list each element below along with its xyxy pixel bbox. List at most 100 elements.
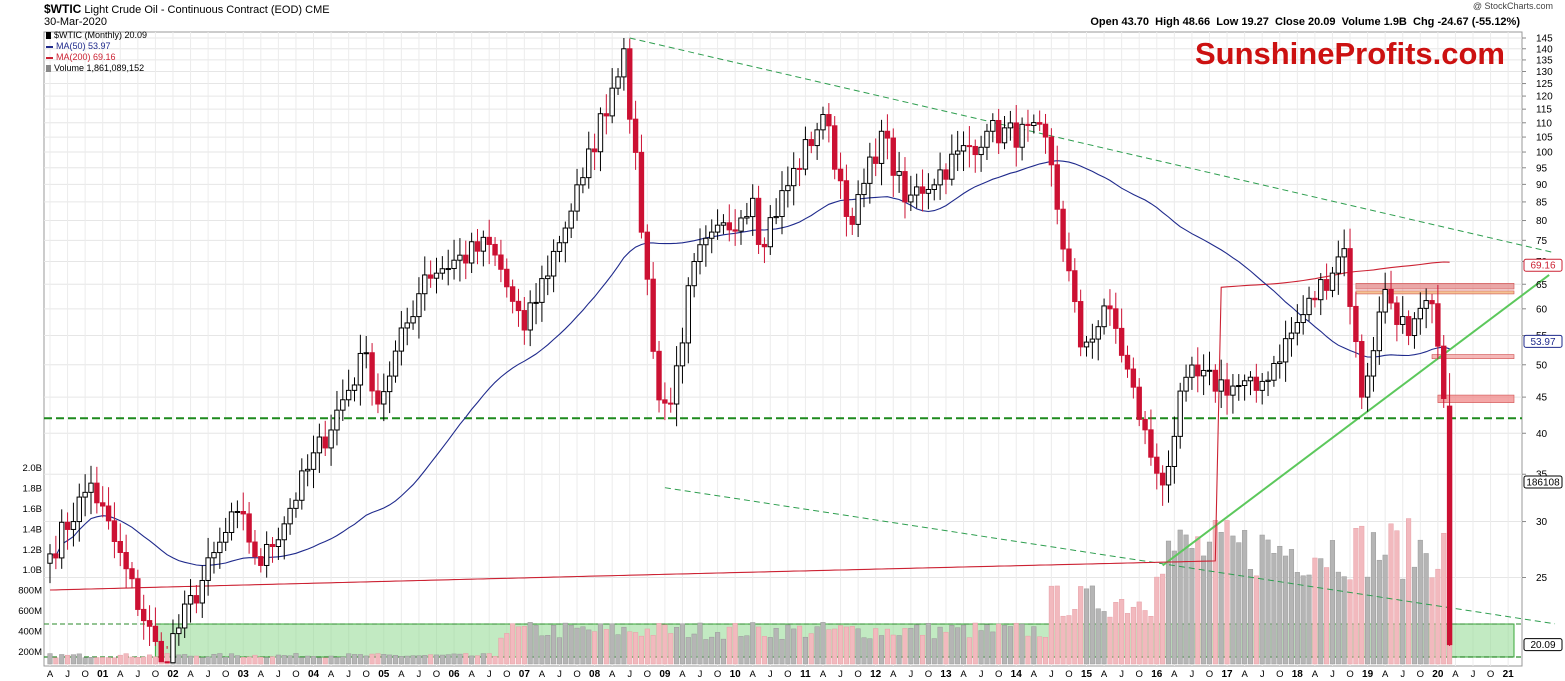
x-month-label: J	[908, 669, 913, 680]
volume-bar	[1265, 539, 1271, 665]
x-month-label: J	[979, 669, 984, 680]
candle-up	[545, 275, 551, 280]
x-year-label: 18	[1292, 669, 1304, 680]
volume-bar	[855, 628, 861, 665]
x-month-label: A	[1031, 669, 1038, 680]
y-tick-label: 105	[1536, 133, 1553, 144]
volume-bar	[726, 626, 732, 665]
candle-up	[457, 254, 463, 261]
candle-down	[100, 502, 106, 507]
x-month-label: J	[698, 669, 703, 680]
candle-down	[1077, 301, 1084, 348]
x-month-label: A	[1452, 669, 1459, 680]
volume-bar	[644, 628, 650, 665]
candle-down	[796, 167, 803, 170]
candle-up	[1288, 332, 1295, 340]
candle-down	[1036, 122, 1043, 125]
candle-down	[498, 254, 504, 270]
volume-bar	[978, 630, 984, 665]
volume-bar	[258, 656, 264, 665]
x-month-label: A	[187, 669, 194, 680]
candle-down	[1195, 364, 1201, 377]
volume-bar	[457, 653, 463, 665]
volume-bar	[1165, 540, 1172, 665]
volume-bar	[234, 655, 240, 665]
volume-bar	[281, 655, 287, 665]
volume-bar	[357, 654, 363, 665]
volume-bar	[1230, 535, 1236, 665]
candle-up	[480, 236, 487, 252]
x-month-label: A	[117, 669, 124, 680]
volume-bar	[1242, 530, 1248, 665]
candle-down	[269, 543, 276, 548]
volume-bar	[972, 622, 978, 665]
volume-bar	[691, 633, 697, 665]
volume-bar	[656, 623, 662, 665]
volume-bar	[949, 625, 955, 665]
volume-bar	[732, 623, 738, 665]
candle-up	[76, 496, 82, 523]
low-value: Low 19.27	[1216, 16, 1269, 28]
candle-up	[861, 182, 867, 196]
candle-down	[94, 482, 100, 504]
candle-up	[1171, 435, 1178, 467]
candle-down	[258, 556, 264, 566]
volume-bar	[1306, 574, 1312, 665]
x-month-label: J	[1471, 669, 1476, 680]
candle-down	[966, 145, 973, 148]
candle-down	[152, 625, 159, 642]
volume-bar	[1001, 625, 1008, 665]
candle-down	[919, 186, 926, 194]
candle-down	[902, 171, 908, 203]
y-tick-label: 35	[1536, 470, 1548, 481]
volume-bar	[100, 657, 106, 665]
volume-bar	[1189, 548, 1195, 665]
legend-volume: Volume 1,861,089,152	[46, 63, 144, 73]
x-month-label: J	[417, 669, 422, 680]
volume-bar	[633, 632, 639, 665]
volume-bar	[1394, 530, 1400, 665]
volume-bar	[1130, 606, 1136, 665]
candle-down	[662, 399, 668, 404]
volume-bar	[59, 654, 65, 665]
upper-channel-line	[629, 37, 1556, 254]
volume-bar	[182, 654, 188, 665]
close-value: Close 20.09	[1275, 16, 1336, 28]
candle-down	[164, 661, 170, 664]
volume-bars	[47, 473, 1453, 665]
x-month-label: A	[539, 669, 546, 680]
volume-bar	[264, 657, 270, 665]
y-tick-label: 75	[1536, 236, 1548, 247]
x-month-label: A	[47, 669, 54, 680]
candle-up	[855, 194, 861, 225]
volume-bar	[299, 657, 305, 665]
candle-down	[515, 300, 522, 312]
candle-down	[504, 268, 510, 288]
volume-bar	[94, 657, 100, 665]
volume-tick-label: 1.6B	[22, 504, 42, 515]
volume-bar	[65, 654, 71, 665]
volume-bar	[1370, 532, 1377, 665]
volume-bar	[908, 627, 914, 665]
volume-bar	[398, 656, 404, 665]
volume-bar	[750, 622, 756, 665]
volume-bar	[527, 622, 533, 665]
volume-bar	[1324, 567, 1330, 665]
candle-up	[586, 148, 592, 179]
candle-up	[1300, 314, 1306, 324]
volume-bar	[504, 633, 510, 665]
volume-bar	[838, 625, 844, 665]
candle-down	[627, 48, 633, 120]
volume-bar	[1341, 576, 1347, 665]
volume-bar	[896, 635, 902, 665]
candle-up	[1095, 326, 1101, 340]
candle-up	[533, 301, 539, 304]
volume-bar	[533, 625, 539, 665]
candle-up	[978, 146, 984, 156]
candle-up	[527, 302, 533, 331]
volume-bar	[340, 656, 346, 665]
x-month-label: O	[292, 669, 299, 680]
close-value-tag-box	[1523, 638, 1563, 652]
volume-bar	[1136, 601, 1142, 665]
candle-up	[1189, 364, 1195, 378]
